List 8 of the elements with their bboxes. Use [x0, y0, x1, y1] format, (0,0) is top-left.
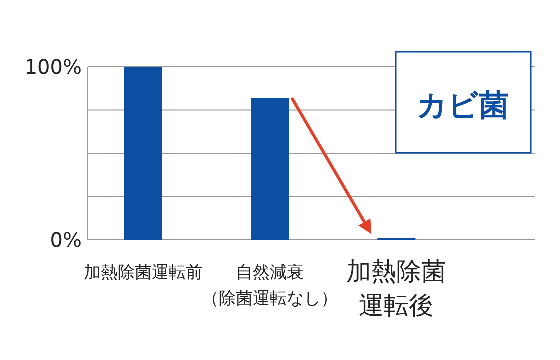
x-tick-label: 加熱除菌運転前	[84, 263, 203, 283]
x-tick-label: 加熱除菌運転後	[346, 257, 447, 320]
bar	[124, 67, 162, 240]
annotation: カビ菌	[417, 88, 509, 124]
y-tick-label: 0%	[50, 228, 82, 252]
bar	[251, 98, 289, 240]
y-tick-label: 100%	[24, 55, 82, 79]
x-tick-label: 自然減衰（除菌運転なし）	[202, 263, 338, 309]
